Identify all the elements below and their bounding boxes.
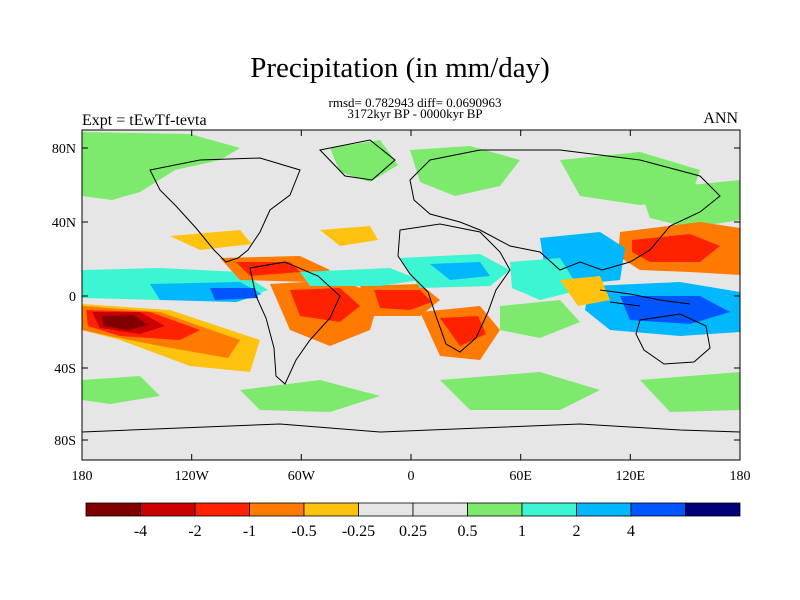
coastline-greenland (319, 139, 396, 181)
lon-tick-label: 60W (288, 469, 316, 484)
lon-tick-label: 120E (616, 469, 646, 484)
dry-region-caribbean-core (236, 262, 300, 276)
latitude-axis: 80N 40N 0 40S 80S (52, 142, 740, 449)
wet-region-arctic (82, 132, 240, 200)
lat-tick-label: 80S (54, 434, 76, 449)
coastline-antarctica (82, 423, 740, 433)
colorbar-label: 0.5 (458, 523, 478, 540)
stats-subtitle: rmsd= 0.782943 diff= 0.0690963 (328, 95, 502, 110)
lat-tick-label: 40S (54, 362, 76, 377)
season-label: ANN (703, 110, 738, 127)
colorbar-segment (412, 502, 468, 517)
wet-region-east-pacific-core (210, 288, 258, 300)
colorbar-segment (140, 502, 196, 517)
plot-title: Precipitation (in mm/day) (250, 52, 550, 84)
wet-region-atlantic-itcz (300, 268, 420, 286)
coastline-north-america (149, 157, 301, 263)
colorbar: -4 -2 -1 -0.5 -0.25 0.25 0.5 1 2 4 (85, 502, 741, 540)
wet-region-southern-ocean-3 (640, 372, 740, 412)
colorbar-label: -0.5 (291, 523, 316, 540)
colorbar-segment (521, 502, 577, 517)
colorbar-label: -4 (134, 523, 147, 540)
colorbar-segment (630, 502, 686, 517)
coastline-africa (397, 223, 511, 353)
wet-region-greenland (330, 140, 398, 182)
colorbar-segment (85, 502, 141, 517)
longitude-axis: 180 120W 60W 0 60E 120E 180 (72, 130, 751, 484)
colorbar-label: 0.25 (399, 523, 427, 540)
wet-region-south-indian (500, 300, 580, 338)
lon-tick-label: 60E (509, 469, 532, 484)
colorbar-label: -2 (188, 523, 201, 540)
period-subtitle: 3172kyr BP - 0000kyr BP (347, 106, 483, 121)
lon-tick-label: 180 (72, 469, 93, 484)
colorbar-segment (685, 502, 741, 517)
dry-region-indian-ocean (560, 276, 610, 306)
wet-region-north-pacific (640, 180, 740, 228)
dry-region-mid-atlantic (320, 226, 378, 246)
coastline-australia (635, 313, 711, 365)
coastline-south-america (249, 261, 341, 385)
colorbar-label: 4 (627, 523, 635, 540)
colorbar-segment (194, 502, 250, 517)
dry-region-southern-africa-core (440, 316, 486, 346)
colorbar-segment (249, 502, 305, 517)
wet-region-sahel-core (430, 262, 490, 280)
wet-region-southern-ocean-1 (240, 380, 380, 412)
colorbar-label: 1 (518, 523, 526, 540)
colorbar-segment (358, 502, 414, 517)
dry-region-south-pacific-max (102, 315, 148, 330)
colorbar-label: -0.25 (342, 523, 375, 540)
dry-region-north-pacific (170, 230, 252, 250)
coastline-eurasia (409, 149, 721, 271)
lon-tick-label: 180 (730, 469, 751, 484)
colorbar-segment (467, 502, 523, 517)
colorbar-label: -1 (243, 523, 256, 540)
anomaly-fields (82, 132, 740, 412)
lat-tick-label: 80N (52, 142, 76, 157)
colorbar-label: 2 (573, 523, 581, 540)
coastlines (82, 139, 740, 433)
dry-region-nw-pacific-core (632, 234, 720, 262)
colorbar-segment (303, 502, 359, 517)
colorbar-segment (576, 502, 632, 517)
lon-tick-label: 120W (175, 469, 210, 484)
lon-tick-label: 0 (408, 469, 415, 484)
wet-region-warm-pool-core (620, 296, 730, 324)
dry-region-amazon-core (290, 288, 360, 322)
lat-tick-label: 0 (69, 290, 76, 305)
wet-region-southern-ocean-2 (440, 372, 600, 410)
lat-tick-label: 40N (52, 216, 76, 231)
dry-region-tropical-atlantic-core (374, 290, 432, 310)
experiment-label: Expt = tEwTf-tevta (82, 112, 207, 129)
wet-region-southern-ocean-4 (82, 376, 160, 404)
coastline-indonesia (599, 289, 691, 307)
